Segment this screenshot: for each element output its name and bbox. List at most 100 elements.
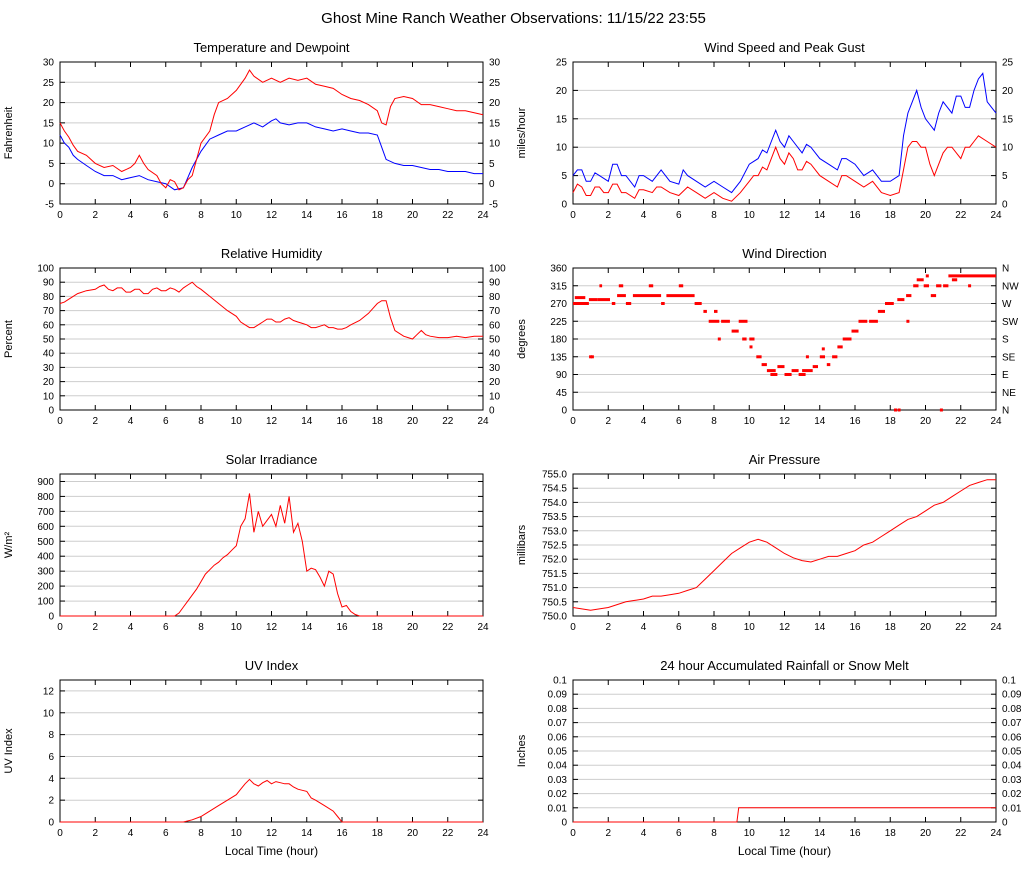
chart-uv-index: 0 2 4 6 8 10 12 0 2 4 6 8 10 12 14 16 18 20 22 24 UV Index UV…	[0, 656, 513, 862]
chart-air-pressure: 750.0 750.5 751.0 751.5 752.0 752.5 753.0 753.5…	[513, 450, 1027, 656]
x-tick-label: 24	[990, 416, 1002, 427]
chart-title: Relative Humidity	[221, 246, 323, 261]
y-tick-label-right: 25	[489, 78, 501, 89]
x-tick-label: 16	[849, 210, 861, 221]
x-tick-label: 2	[605, 210, 611, 221]
chart-temperature-dewpoint: -5 -5 0 0 5 5 10 10 15 15 20 20 25 25 30 30 0 2 4 6 8 10 12 14 1…	[0, 38, 513, 244]
y-tick-label: 755.0	[542, 470, 567, 481]
x-tick-label: 16	[336, 828, 348, 839]
direction-dot	[805, 355, 809, 359]
x-tick-label: 2	[92, 416, 98, 427]
x-tick-label: 14	[301, 210, 313, 221]
x-tick-label: 0	[570, 828, 576, 839]
x-tick-label: 6	[676, 416, 682, 427]
y-tick-label: 0.08	[548, 704, 568, 715]
x-tick-label: 4	[128, 210, 134, 221]
x-tick-label: 0	[57, 622, 63, 633]
y-tick-label: 700	[37, 507, 54, 518]
x-tick-label: 16	[849, 622, 861, 633]
y-tick-label: 20	[43, 98, 55, 109]
x-tick-label: 6	[163, 416, 169, 427]
y-tick-label: 754.0	[542, 498, 567, 509]
y-tick-label: 360	[550, 264, 567, 275]
direction-dot	[589, 355, 593, 359]
y-tick-label: 315	[550, 281, 567, 292]
y-tick-label: 30	[43, 363, 55, 374]
y-tick-label: 0	[48, 406, 54, 417]
x-tick-label: 8	[198, 828, 204, 839]
y-tick-label-right: 20	[489, 377, 501, 388]
x-tick-label: 24	[477, 416, 489, 427]
y-tick-label: 751.5	[542, 569, 567, 580]
x-tick-label: 10	[231, 416, 243, 427]
direction-dot	[897, 408, 901, 412]
y-tick-label: 0.09	[548, 690, 568, 701]
y-tick-label: 400	[37, 552, 54, 563]
x-tick-label: 14	[814, 416, 826, 427]
direction-dot	[894, 408, 897, 412]
compass-label: SW	[1002, 317, 1019, 328]
x-tick-label: 4	[641, 210, 647, 221]
compass-label: N	[1002, 264, 1009, 275]
y-tick-label: 0.1	[553, 676, 567, 687]
y-tick-label: 25	[43, 78, 55, 89]
y-tick-label-right: 60	[489, 320, 501, 331]
y-axis-label: Inches	[516, 734, 528, 767]
y-tick-label-right: 80	[489, 292, 501, 303]
y-tick-label-right: 30	[489, 363, 501, 374]
direction-dot	[717, 337, 721, 341]
y-tick-label: 5	[561, 171, 567, 182]
x-tick-label: 6	[163, 622, 169, 633]
x-tick-label: 0	[570, 416, 576, 427]
y-axis-label: UV Index	[3, 728, 15, 774]
x-tick-label: 12	[266, 828, 278, 839]
y-tick-label-right: 50	[489, 335, 501, 346]
x-tick-label: 20	[407, 828, 419, 839]
x-tick-label: 8	[711, 210, 717, 221]
chart-title: Temperature and Dewpoint	[193, 40, 349, 55]
y-tick-label-right: 25	[1002, 58, 1014, 69]
x-tick-label: 18	[885, 622, 897, 633]
y-tick-label-right: 20	[1002, 86, 1014, 97]
x-tick-label: 10	[744, 622, 756, 633]
y-tick-label-right: 40	[489, 349, 501, 360]
y-tick-label-right: 0.08	[1002, 704, 1022, 715]
x-tick-label: 4	[641, 416, 647, 427]
x-tick-label: 4	[128, 622, 134, 633]
y-tick-label: 180	[550, 335, 567, 346]
y-tick-label: 0	[561, 818, 567, 829]
y-tick-label: 4	[48, 774, 54, 785]
y-axis-label: Percent	[3, 320, 15, 358]
x-tick-label: 22	[442, 416, 454, 427]
y-tick-label: 10	[43, 139, 55, 150]
y-tick-label: 100	[37, 597, 54, 608]
y-tick-label-right: 0.06	[1002, 732, 1022, 743]
y-tick-label: 752.5	[542, 541, 567, 552]
x-tick-label: 4	[641, 622, 647, 633]
x-tick-label: 2	[92, 622, 98, 633]
x-tick-label: 22	[955, 416, 967, 427]
y-tick-label: 8	[48, 730, 54, 741]
y-tick-label-right: 10	[489, 139, 501, 150]
x-tick-label: 6	[163, 828, 169, 839]
y-tick-label: 754.5	[542, 484, 567, 495]
x-tick-label: 14	[301, 416, 313, 427]
y-tick-label-right: 0.04	[1002, 761, 1022, 772]
dewpoint-line	[59, 118, 483, 191]
y-tick-label: 0	[48, 818, 54, 829]
direction-dot	[821, 347, 825, 351]
x-tick-label: 2	[605, 416, 611, 427]
chart-title: Wind Speed and Peak Gust	[704, 40, 865, 55]
y-tick-label: 60	[43, 320, 55, 331]
y-tick-label: -5	[45, 200, 54, 211]
x-tick-label: 10	[744, 210, 756, 221]
x-tick-label: 24	[990, 622, 1002, 633]
y-tick-label-right: 0.03	[1002, 775, 1022, 786]
x-tick-label: 20	[920, 828, 932, 839]
x-tick-label: 20	[920, 622, 932, 633]
x-tick-label: 0	[57, 416, 63, 427]
x-tick-label: 14	[301, 828, 313, 839]
y-tick-label: 80	[43, 292, 55, 303]
plot-border	[59, 61, 484, 205]
